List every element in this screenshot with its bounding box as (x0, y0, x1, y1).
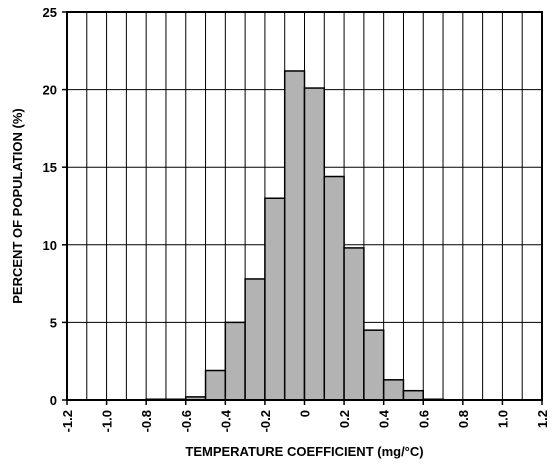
y-tick-label: 15 (43, 160, 57, 175)
y-tick-label: 25 (43, 5, 57, 20)
histogram-bar (402, 389, 425, 401)
histogram-bar (283, 70, 306, 401)
y-tick-label: 0 (50, 393, 57, 408)
y-axis-label: PERCENT OF POPULATION (%) (10, 108, 25, 303)
histogram-bar (204, 369, 227, 401)
histogram-bar (363, 329, 385, 401)
x-tick-labels: -1.2 -1.0 -0.8 -0.6 -0.4 -0.2 0 0.2 0.4 0.6 0.8 1.0… (60, 409, 550, 432)
x-tick-label: 1.0 (495, 410, 510, 428)
x-tick-label: 1.2 (535, 410, 550, 428)
x-tick-label: 0.2 (337, 410, 352, 428)
x-axis-label: TEMPERATURE COEFFICIENT (mg/°C) (185, 444, 423, 459)
histogram-bar (323, 175, 345, 401)
x-tick-label: 0 (298, 410, 313, 417)
tick-marks (62, 11, 543, 405)
histogram-bar (244, 278, 266, 401)
x-tick-label: 0.6 (416, 410, 431, 428)
x-tick-label: 0.4 (377, 409, 392, 428)
histogram-bars (145, 70, 444, 401)
x-tick-label: -0.6 (179, 410, 194, 432)
y-tick-label: 5 (50, 315, 57, 330)
x-tick-label: -1.0 (100, 410, 115, 432)
x-tick-label: -0.4 (218, 409, 233, 432)
x-tick-label: -0.8 (139, 410, 154, 432)
x-tick-label: -1.2 (60, 410, 75, 432)
histogram-bar (382, 379, 405, 401)
histogram-bar (264, 197, 286, 401)
x-tick-label: -0.2 (258, 410, 273, 432)
histogram-bar (343, 247, 365, 401)
y-tick-label: 20 (43, 83, 57, 98)
histogram-bar (224, 321, 246, 401)
y-tick-labels: 0 5 10 15 20 25 (43, 5, 57, 408)
y-tick-label: 10 (43, 238, 57, 253)
histogram-bar (303, 87, 326, 401)
x-tick-label: 0.8 (456, 410, 471, 428)
